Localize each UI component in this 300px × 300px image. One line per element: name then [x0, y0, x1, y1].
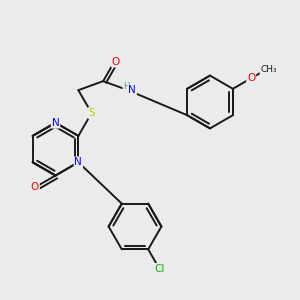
- Text: O: O: [31, 182, 39, 192]
- Text: O: O: [112, 57, 120, 67]
- Text: N: N: [52, 118, 59, 128]
- Text: CH₃: CH₃: [260, 64, 277, 74]
- Text: Cl: Cl: [154, 264, 165, 274]
- Text: S: S: [88, 108, 95, 118]
- Text: N: N: [74, 157, 82, 167]
- Text: N: N: [128, 85, 136, 95]
- Text: H: H: [123, 82, 130, 91]
- Text: O: O: [247, 73, 255, 83]
